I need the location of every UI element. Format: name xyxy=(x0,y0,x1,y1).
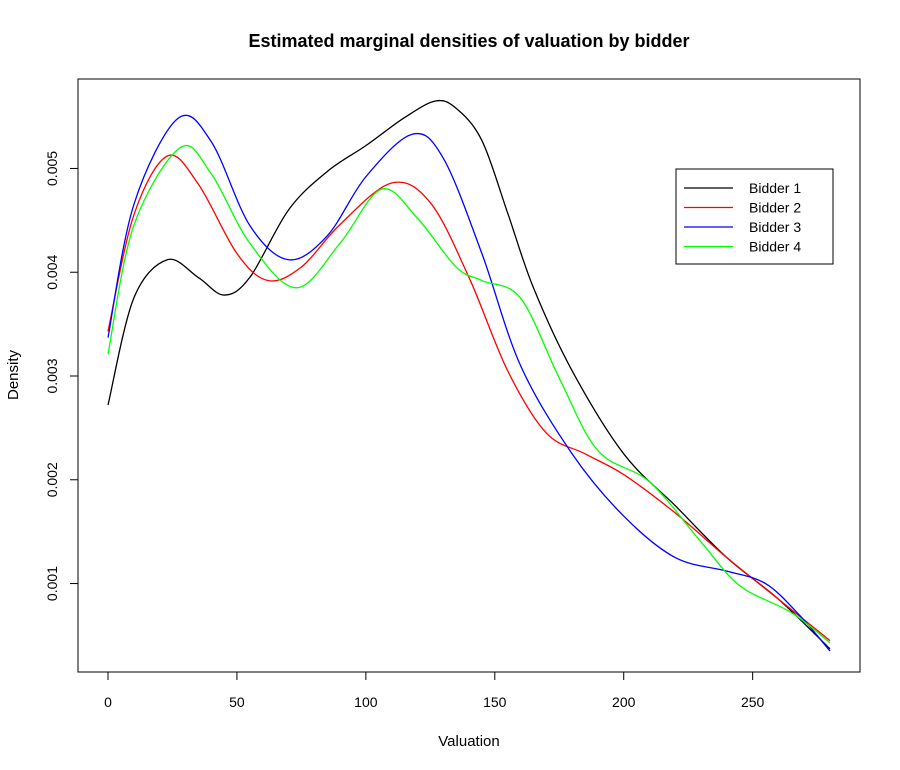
y-tick-label: 0.005 xyxy=(44,151,60,186)
x-tick-label: 50 xyxy=(229,694,245,710)
legend-label-2: Bidder 2 xyxy=(749,200,801,216)
series-line-1 xyxy=(107,99,831,650)
y-axis-label: Density xyxy=(5,349,22,400)
x-tick-label: 250 xyxy=(741,694,765,710)
x-tick-label: 0 xyxy=(104,694,112,710)
x-tick-label: 200 xyxy=(612,694,636,710)
y-tick-label: 0.002 xyxy=(44,462,60,497)
x-axis-label: Valuation xyxy=(438,733,499,750)
x-axis: 0 50 100 150 200 250 xyxy=(104,671,765,710)
y-axis: 0.001 0.002 0.003 0.004 0.005 xyxy=(44,151,79,601)
legend: Bidder 1 Bidder 2 Bidder 3 Bidder 4 xyxy=(675,168,834,265)
y-tick-label: 0.004 xyxy=(44,255,60,290)
series-line-4 xyxy=(107,145,831,644)
legend-label-4: Bidder 4 xyxy=(749,239,801,255)
legend-box xyxy=(675,168,834,265)
plot-frame xyxy=(77,78,861,673)
chart-title: Estimated marginal densities of valuatio… xyxy=(248,31,689,51)
legend-label-3: Bidder 3 xyxy=(749,219,801,235)
series-layer xyxy=(107,99,831,652)
y-tick-label: 0.003 xyxy=(44,358,60,393)
legend-label-1: Bidder 1 xyxy=(749,180,801,196)
x-tick-label: 150 xyxy=(483,694,507,710)
series-line-2 xyxy=(107,154,831,642)
x-tick-label: 100 xyxy=(354,694,378,710)
y-tick-label: 0.001 xyxy=(44,566,60,601)
series-line-3 xyxy=(107,114,831,652)
